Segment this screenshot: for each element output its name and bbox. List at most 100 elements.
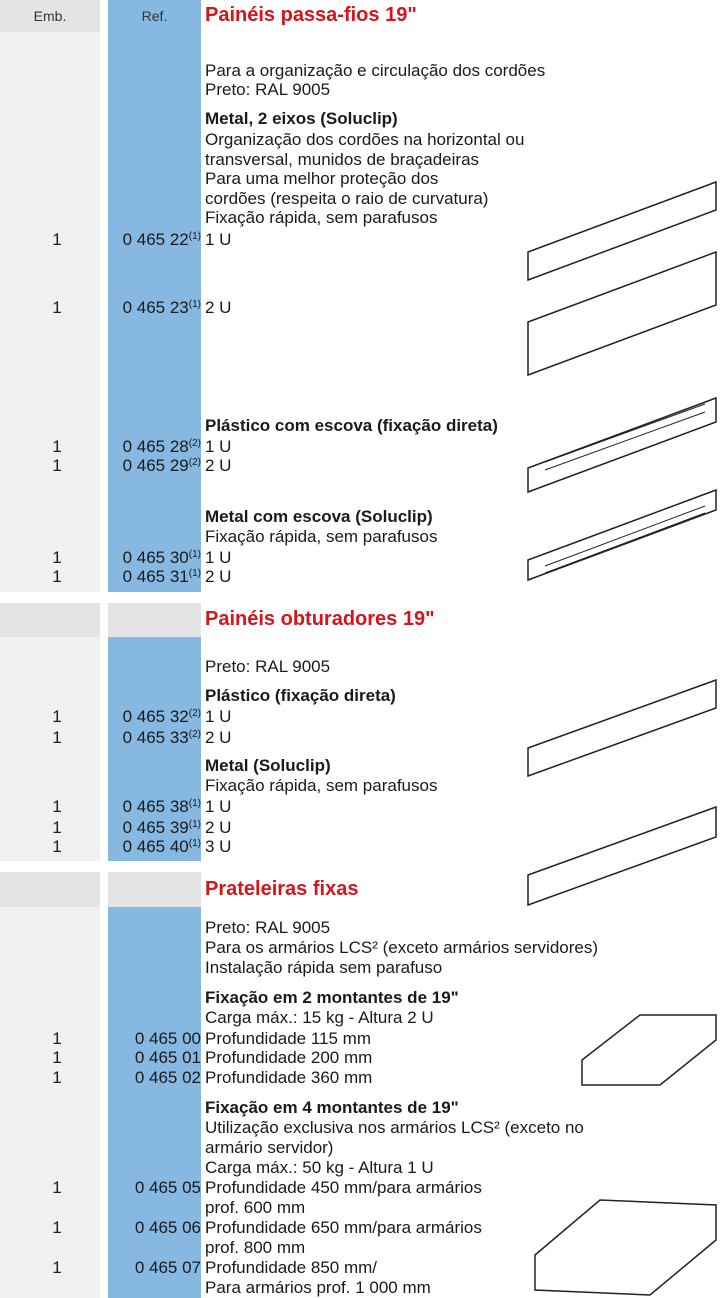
shelf-4-posts — [534, 1199, 717, 1296]
ref-code: 0 465 28(2) — [108, 437, 201, 457]
ref-number: 0 465 02 — [134, 1068, 201, 1087]
emb-value: 1 — [52, 437, 62, 456]
ref-code: 0 465 05 — [108, 1178, 201, 1198]
ref-note: (2) — [188, 438, 201, 449]
group-text: Carga máx.: 15 kg - Altura 2 U — [205, 1008, 434, 1027]
ref-note: (1) — [188, 299, 201, 310]
ref-code: 0 465 00 — [108, 1029, 201, 1049]
ref-code: 0 465 40(1) — [108, 837, 201, 857]
ref-column-bg — [108, 907, 201, 1298]
section-title: Painéis obturadores 19" — [205, 608, 435, 630]
ref-number: 0 465 39 — [122, 818, 189, 837]
emb-value: 1 — [52, 1258, 62, 1277]
brush — [544, 411, 706, 471]
intro-text: Preto: RAL 9005 — [205, 918, 331, 937]
emb-value: 1 — [52, 1068, 62, 1087]
ref-number: 0 465 31 — [122, 567, 189, 586]
item-label: 1 U — [205, 230, 232, 249]
cable-organizer-2u — [527, 250, 717, 377]
emb-value: 1 — [52, 1218, 62, 1237]
intro-text: Para a organização e circulação dos cord… — [205, 61, 546, 80]
ref-code: 0 465 31(1) — [108, 567, 201, 587]
group-text: armário servidor) — [205, 1138, 334, 1157]
emb-column-bg — [0, 637, 100, 861]
emb-header-bg — [0, 0, 100, 32]
item-label: prof. 600 mm — [205, 1198, 306, 1217]
ref-code: 0 465 29(2) — [108, 456, 201, 476]
ref-number: 0 465 38 — [122, 797, 189, 816]
emb-value: 1 — [52, 837, 62, 856]
ref-note: (1) — [188, 231, 201, 242]
group-heading: Metal, 2 eixos (Soluclip) — [205, 109, 398, 128]
ref-column-bg — [108, 32, 201, 592]
ref-code: 0 465 30(1) — [108, 548, 201, 568]
emb-header-bg — [0, 603, 100, 637]
intro-text: Para os armários LCS² (exceto armários s… — [205, 938, 599, 957]
item-label: Profundidade 450 mm/para armários — [205, 1178, 482, 1197]
emb-column-bg — [0, 907, 100, 1298]
ref-number: 0 465 32 — [122, 707, 189, 726]
ref-number: 0 465 22 — [122, 230, 189, 249]
brush — [544, 403, 706, 463]
ref-note: (2) — [188, 708, 201, 719]
emb-value: 1 — [52, 728, 62, 747]
ref-note: (2) — [188, 457, 201, 468]
emb-header-bg — [0, 872, 100, 907]
ref-number: 0 465 07 — [134, 1258, 201, 1277]
section-title: Painéis passa-fios 19" — [205, 4, 417, 26]
ref-code: 0 465 38(1) — [108, 797, 201, 817]
group-text: Organização dos cordões na horizontal ou — [205, 130, 525, 149]
group-text: Fixação rápida, sem parafusos — [205, 208, 438, 227]
ref-column-bg — [108, 637, 201, 861]
emb-value: 1 — [52, 298, 62, 317]
intro-text: Preto: RAL 9005 — [205, 80, 331, 99]
item-label: Profundidade 360 mm — [205, 1068, 373, 1087]
item-label: 1 U — [205, 707, 232, 726]
ref-note: (1) — [188, 798, 201, 809]
item-label: 1 U — [205, 797, 232, 816]
brush-panel-metal — [527, 488, 717, 582]
emb-value: 1 — [52, 1029, 62, 1048]
ref-number: 0 465 40 — [122, 837, 189, 856]
ref-number: 0 465 29 — [122, 456, 189, 475]
ref-number: 0 465 28 — [122, 437, 189, 456]
ref-code: 0 465 02 — [108, 1068, 201, 1088]
group-text: transversal, munidos de braçadeiras — [205, 150, 480, 169]
ref-column-title: Ref. — [141, 8, 168, 24]
item-label: Profundidade 200 mm — [205, 1048, 373, 1067]
group-heading: Metal com escova (Soluclip) — [205, 507, 433, 526]
item-label: Profundidade 115 mm — [205, 1029, 372, 1048]
ref-number: 0 465 23 — [122, 298, 189, 317]
group-text: Fixação rápida, sem parafusos — [205, 776, 438, 795]
brush-panel-plastic — [527, 396, 717, 494]
group-heading: Plástico (fixação direta) — [205, 686, 396, 705]
ref-number: 0 465 01 — [134, 1048, 201, 1067]
item-label: 3 U — [205, 837, 232, 856]
cable-organizer-1u — [527, 180, 717, 282]
brush — [544, 512, 706, 574]
section-title: Prateleiras fixas — [205, 877, 359, 900]
emb-column-title: Emb. — [33, 8, 67, 24]
emb-value: 1 — [52, 548, 62, 567]
blank-panel-plastic — [527, 678, 717, 778]
ref-number: 0 465 00 — [134, 1029, 201, 1048]
item-label: 1 U — [205, 437, 232, 456]
ref-header-bg — [108, 872, 201, 907]
ref-note: (1) — [188, 568, 201, 579]
item-label: 2 U — [205, 818, 232, 837]
group-heading: Fixação em 2 montantes de 19" — [205, 988, 459, 1007]
emb-value: 1 — [52, 456, 62, 475]
emb-value: 1 — [52, 1178, 62, 1197]
ref-note: (1) — [188, 819, 201, 830]
emb-column-bg — [0, 32, 100, 592]
group-text: cordões (respeita o raio de curvatura) — [205, 189, 489, 208]
group-text: Carga máx.: 50 kg - Altura 1 U — [205, 1158, 434, 1177]
ref-note: (2) — [188, 729, 201, 740]
group-heading: Fixação em 4 montantes de 19" — [205, 1098, 459, 1117]
emb-value: 1 — [52, 707, 62, 726]
item-label: 2 U — [205, 728, 232, 747]
group-text: Para uma melhor proteção dos — [205, 169, 439, 188]
item-label: prof. 800 mm — [205, 1238, 306, 1257]
